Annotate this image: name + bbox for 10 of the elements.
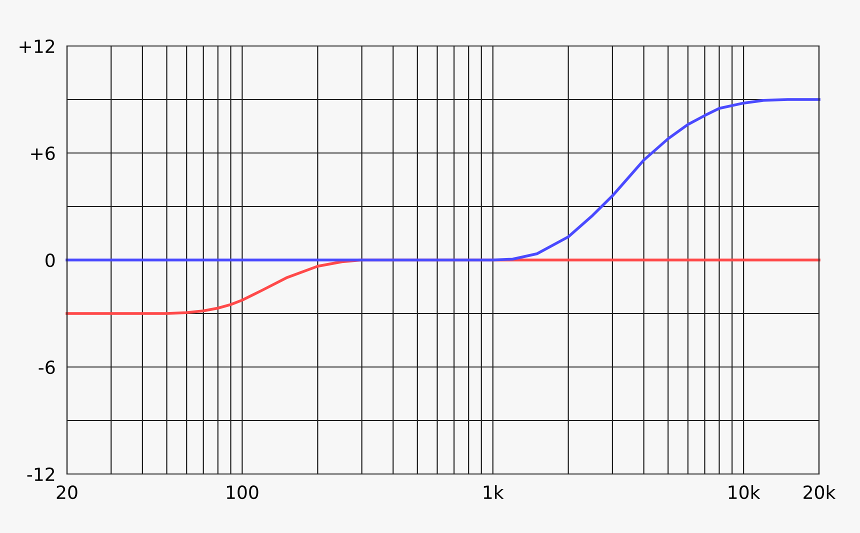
y-tick-label: +6 — [31, 146, 55, 160]
x-tick-label: 10k — [728, 485, 760, 500]
x-tick-label: 1k — [484, 485, 504, 499]
y-tick-label: +12 — [20, 39, 54, 53]
y-tick-label: 0 — [46, 253, 55, 268]
x-tick-label: 100 — [226, 485, 258, 500]
y-tick-label: -6 — [38, 360, 55, 374]
x-tick-label: 20k — [804, 485, 836, 500]
y-tick-label: -12 — [27, 467, 54, 481]
x-tick-label: 20 — [56, 485, 78, 500]
